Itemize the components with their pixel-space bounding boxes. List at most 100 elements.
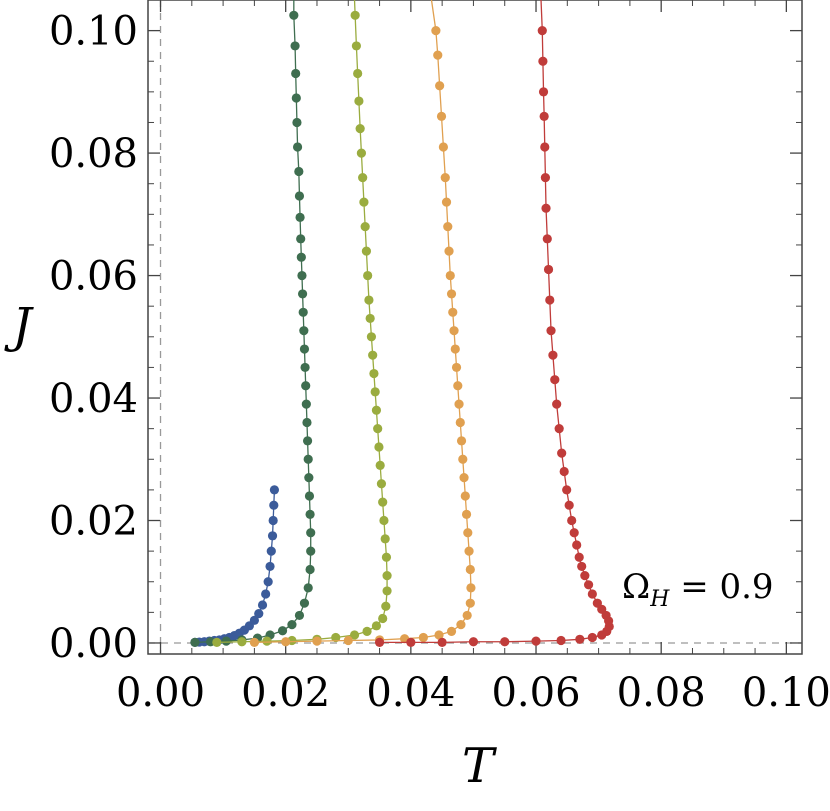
data-point <box>456 620 466 630</box>
data-point <box>331 632 341 643</box>
data-point <box>277 626 288 636</box>
data-point <box>292 117 302 128</box>
data-point <box>577 561 587 572</box>
data-point <box>587 589 597 599</box>
data-point <box>371 405 382 415</box>
data-point <box>543 264 554 275</box>
data-point <box>292 142 303 152</box>
data-point <box>304 491 315 501</box>
data-point <box>237 637 247 647</box>
data-point <box>542 234 552 244</box>
data-point <box>444 246 454 256</box>
data-point <box>267 531 278 541</box>
data-point <box>364 295 374 305</box>
series-1 <box>190 0 316 647</box>
data-point <box>381 601 391 611</box>
series-0 <box>190 485 280 647</box>
data-point <box>359 197 369 207</box>
plot-frame <box>147 0 803 655</box>
data-point <box>289 10 299 20</box>
data-point <box>351 41 362 51</box>
data-point <box>299 598 310 608</box>
data-point <box>434 630 444 640</box>
data-point <box>460 491 470 501</box>
data-point <box>263 577 273 587</box>
data-point <box>269 500 279 510</box>
data-point <box>305 564 315 575</box>
y-tick-label: 0.06 <box>49 254 138 300</box>
data-point <box>296 234 306 244</box>
data-point <box>290 41 300 51</box>
data-point <box>562 485 572 495</box>
data-point <box>361 246 372 256</box>
data-point <box>569 528 579 538</box>
data-point <box>465 598 475 608</box>
series-4 <box>374 0 614 647</box>
data-point <box>574 552 584 562</box>
data-point <box>291 68 301 79</box>
data-point <box>580 571 590 581</box>
data-point <box>356 148 367 158</box>
data-point <box>368 350 378 360</box>
data-point <box>281 637 291 647</box>
data-point <box>343 635 353 646</box>
data-point <box>362 626 372 636</box>
data-point <box>287 620 297 630</box>
data-point <box>254 608 264 619</box>
data-point <box>382 586 392 596</box>
data-point <box>299 326 309 336</box>
data-point <box>462 610 472 621</box>
data-point <box>381 552 392 562</box>
data-point <box>373 424 383 434</box>
data-point <box>554 424 564 434</box>
data-point <box>454 399 464 409</box>
data-point <box>371 621 382 631</box>
data-point <box>433 50 443 60</box>
data-point <box>249 637 259 647</box>
data-point <box>294 166 304 177</box>
data-point <box>268 515 278 526</box>
x-tick-label: 0.06 <box>491 670 580 716</box>
data-point <box>448 307 458 317</box>
data-point <box>374 442 384 452</box>
data-point <box>297 270 307 281</box>
data-point <box>294 191 305 201</box>
series-layer <box>190 0 614 647</box>
data-point <box>249 615 259 625</box>
data-point <box>550 375 560 385</box>
x-tick-label: 0.00 <box>116 670 205 716</box>
series-2 <box>212 0 392 647</box>
series-line <box>194 489 276 644</box>
data-point <box>546 326 556 336</box>
data-point <box>296 252 306 262</box>
x-tick-label: 0.10 <box>742 670 830 716</box>
data-point <box>297 289 308 299</box>
data-point <box>449 326 459 336</box>
data-point <box>300 362 310 373</box>
data-point <box>446 289 457 299</box>
data-point <box>305 509 315 519</box>
y-tick-label: 0.10 <box>49 9 138 55</box>
data-point <box>436 111 447 121</box>
data-point <box>548 350 558 360</box>
data-point <box>443 221 453 232</box>
series-line <box>216 0 388 644</box>
data-point <box>374 637 385 647</box>
data-point <box>440 172 450 183</box>
data-point <box>261 589 271 599</box>
y-tick-label: 0.00 <box>49 621 138 667</box>
data-point <box>451 362 462 373</box>
data-point <box>301 399 311 409</box>
data-point <box>269 485 280 495</box>
data-point <box>453 381 463 391</box>
data-point <box>376 479 387 489</box>
data-point <box>437 637 447 647</box>
series-line <box>254 0 472 644</box>
data-point <box>459 473 469 483</box>
series-3 <box>249 0 476 647</box>
data-point <box>369 368 379 379</box>
data-point <box>380 534 390 544</box>
annotation-omega: Ω <box>622 567 650 607</box>
data-point <box>370 387 380 397</box>
data-point <box>302 436 313 446</box>
